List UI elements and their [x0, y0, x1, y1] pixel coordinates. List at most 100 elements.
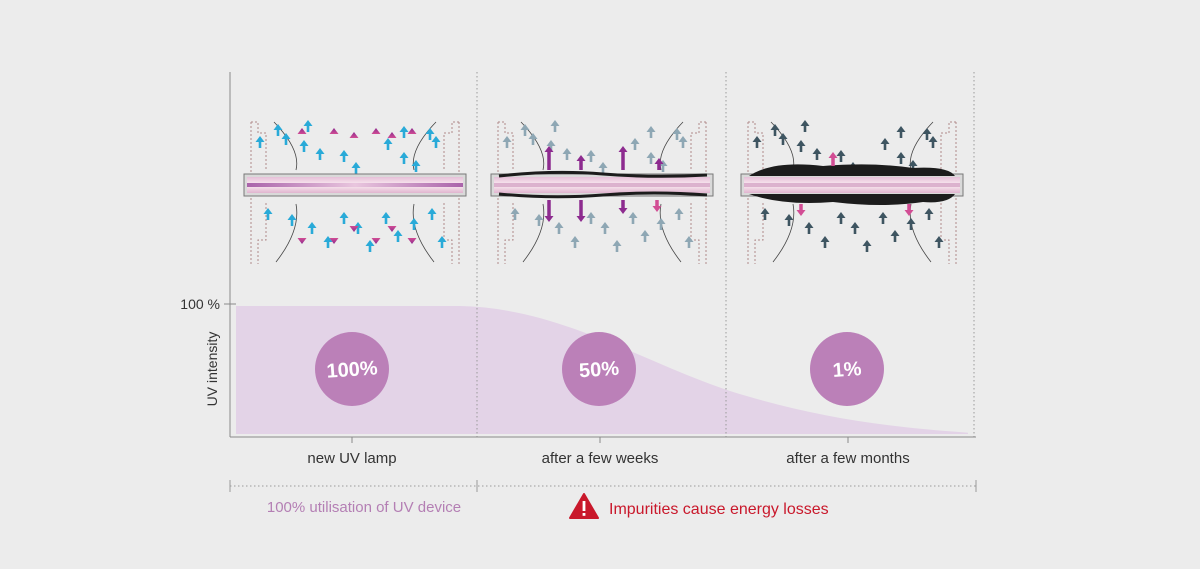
water-flow-arrow — [520, 124, 530, 136]
arrow-head — [329, 128, 339, 134]
arrow-head — [908, 160, 918, 166]
water-flow-arrow — [323, 236, 333, 248]
arrow-head — [586, 150, 596, 156]
water-flow-arrow — [862, 240, 872, 252]
uv-ray-arrow — [349, 132, 359, 168]
arrow-head — [828, 152, 838, 158]
arrow-head — [281, 133, 291, 139]
arrow-head — [287, 214, 297, 220]
water-flow-arrow — [640, 230, 650, 242]
arrow-head — [804, 222, 814, 228]
arrow-head — [890, 230, 900, 236]
arrow-head — [407, 128, 417, 134]
housing-wall — [504, 203, 514, 264]
badge-label: 100% — [326, 357, 379, 383]
uv-ray-arrow — [387, 132, 397, 168]
water-flow-arrow — [752, 136, 762, 148]
arrow-head — [878, 212, 888, 218]
uv-ray-arrow — [329, 128, 339, 168]
water-flow-arrow — [600, 222, 610, 234]
flow-curve — [772, 203, 795, 263]
arrow-head — [546, 140, 556, 146]
water-flow-arrow — [880, 138, 890, 150]
arrow-head — [576, 155, 586, 161]
arrow-head — [646, 126, 656, 132]
water-flow-arrow — [778, 133, 788, 145]
arrow-head — [349, 226, 359, 232]
water-flow-arrow — [820, 236, 830, 248]
arrow-head — [784, 214, 794, 220]
flow-curve — [659, 203, 682, 263]
arrow-head — [598, 162, 608, 168]
water-flow-arrow — [850, 222, 860, 234]
water-flow-arrow — [630, 138, 640, 150]
arrow-head — [836, 212, 846, 218]
housing-wall — [940, 203, 950, 264]
arrow-head — [586, 212, 596, 218]
y-axis-label: UV intensity — [204, 332, 220, 407]
arrow-head — [576, 216, 586, 222]
uv-ray-arrow — [349, 200, 359, 232]
water-flow-arrow — [672, 128, 682, 140]
uv-ray-arrow — [618, 146, 628, 170]
arrow-head — [263, 208, 273, 214]
water-flow-arrow — [934, 236, 944, 248]
water-flow-arrow — [303, 120, 313, 132]
flow-curve — [275, 203, 298, 263]
arrow-head — [796, 210, 806, 216]
arrow-head — [896, 126, 906, 132]
water-flow-arrow — [770, 124, 780, 136]
uv-lamp-weeks-illustration — [490, 120, 714, 264]
water-flow-arrow — [307, 222, 317, 234]
water-flow-arrow — [612, 240, 622, 252]
water-flow-arrow — [339, 212, 349, 224]
water-flow-arrow — [399, 152, 409, 164]
arrow-head — [371, 238, 381, 244]
arrow-head — [431, 136, 441, 142]
arrow-head — [407, 238, 417, 244]
arrow-head — [520, 124, 530, 130]
water-flow-arrow — [393, 230, 403, 242]
water-flow-arrow — [836, 212, 846, 224]
housing-wall — [754, 203, 764, 264]
water-flow-arrow — [562, 148, 572, 160]
arrow-head — [399, 126, 409, 132]
arrow-head — [393, 230, 403, 236]
arrow-head — [399, 152, 409, 158]
water-flow-arrow — [425, 128, 435, 140]
water-flow-arrow — [273, 124, 283, 136]
water-flow-arrow — [528, 133, 538, 145]
water-flow-arrow — [812, 148, 822, 160]
water-flow-arrow — [255, 136, 265, 148]
housing-wall — [257, 203, 267, 264]
arrow-head — [550, 120, 560, 126]
arrow-head — [528, 133, 538, 139]
arrow-head — [381, 212, 391, 218]
warning-triangle-icon — [569, 493, 599, 519]
uv-ray-arrow — [371, 200, 381, 244]
uv-ray-arrow — [576, 155, 586, 170]
water-flow-arrow — [800, 120, 810, 132]
arrow-head — [672, 128, 682, 134]
arrow-head — [273, 124, 283, 130]
arrow-head — [934, 236, 944, 242]
arrow-head — [427, 208, 437, 214]
arrow-head — [862, 240, 872, 246]
warning-text: Impurities cause energy losses — [609, 501, 829, 518]
arrow-head — [752, 136, 762, 142]
uv-ray-arrow — [297, 128, 307, 168]
arrow-head — [502, 136, 512, 142]
lamp-core — [494, 183, 710, 187]
stage-label-weeks: after a few weeks — [542, 450, 659, 467]
arrow-head — [800, 120, 810, 126]
water-flow-arrow — [878, 212, 888, 224]
intensity-badge-100: 100% — [315, 332, 389, 406]
water-flow-arrow — [656, 218, 666, 230]
arrow-head — [307, 222, 317, 228]
arrow-head — [297, 238, 307, 244]
water-flow-arrow — [287, 214, 297, 226]
water-flow-arrow — [502, 136, 512, 148]
water-flow-arrow — [684, 236, 694, 248]
arrow-head — [612, 240, 622, 246]
